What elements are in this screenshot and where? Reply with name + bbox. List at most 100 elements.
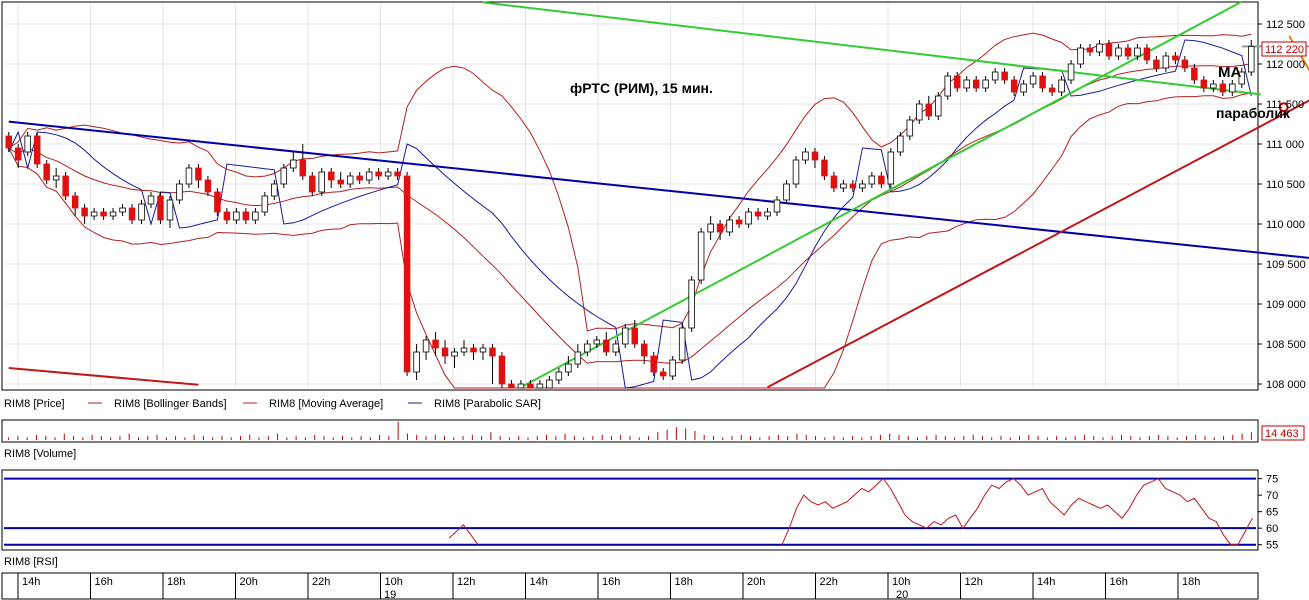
candle-down bbox=[735, 219, 743, 225]
rsi-ytick-label: 55 bbox=[1266, 540, 1278, 552]
time-tick-label: 20h bbox=[747, 576, 765, 588]
candle-up bbox=[1229, 83, 1236, 93]
price-ytick-label: 112 000 bbox=[1266, 59, 1305, 71]
time-tick-label: 14h bbox=[1037, 576, 1055, 588]
time-tick-label: 18h bbox=[1182, 576, 1200, 588]
candle-down bbox=[62, 175, 69, 197]
price-ytick-label: 109 000 bbox=[1266, 299, 1306, 311]
parabolic-label: параболик bbox=[1216, 105, 1291, 121]
candle-up bbox=[726, 219, 733, 233]
candle-up bbox=[669, 359, 676, 377]
rsi-series bbox=[448, 477, 1253, 546]
candle-up bbox=[271, 183, 278, 197]
candle-up bbox=[707, 223, 714, 233]
rsi-ytick-label: 75 bbox=[1266, 474, 1278, 486]
price-indicator-lines bbox=[8, 0, 1309, 389]
candle-up bbox=[1020, 83, 1027, 93]
candle-up bbox=[764, 211, 771, 217]
candle-down bbox=[1105, 43, 1113, 57]
candle-up bbox=[887, 151, 895, 185]
candle-up bbox=[1162, 55, 1170, 69]
candle-up bbox=[859, 183, 866, 189]
time-tick-label: 20h bbox=[240, 576, 258, 588]
candle-up bbox=[318, 171, 325, 193]
candle-up bbox=[1134, 47, 1141, 57]
candle-down bbox=[43, 163, 50, 181]
last-volume-text: 14 463 bbox=[1265, 428, 1299, 440]
time-axis: 14h 16h 18h 20h 22h 10h 12h 14h 16h 18h 20h 22h 10h 1… bbox=[1, 572, 1259, 600]
candle-down bbox=[223, 211, 231, 221]
rsi-panel-frame bbox=[1, 469, 1259, 551]
price-panel-frame bbox=[1, 1, 1259, 391]
candle-down bbox=[1010, 79, 1018, 93]
candle-up bbox=[479, 347, 487, 353]
candle-up bbox=[906, 119, 914, 137]
trendline-blue bbox=[8, 120, 1309, 259]
candle-up bbox=[52, 175, 60, 181]
candle-up bbox=[24, 135, 31, 153]
candle-down bbox=[71, 195, 79, 209]
candle-up bbox=[1067, 63, 1075, 81]
time-tick-label: 14h bbox=[530, 576, 548, 588]
rsi-grid bbox=[4, 477, 1256, 546]
candle-down bbox=[972, 79, 980, 89]
candle-down bbox=[1086, 47, 1094, 53]
parabolic-marker bbox=[1278, 102, 1289, 113]
candle-down bbox=[1124, 47, 1132, 57]
candle-down bbox=[498, 355, 506, 385]
candle-down bbox=[640, 343, 648, 357]
candle-down bbox=[214, 191, 221, 213]
candle-up bbox=[792, 159, 800, 185]
candle-up bbox=[1238, 71, 1246, 85]
candle-up bbox=[384, 171, 392, 177]
candle-up bbox=[185, 167, 193, 185]
candle-down bbox=[242, 211, 250, 221]
time-tick-label: 10h bbox=[385, 576, 403, 588]
candle-up bbox=[460, 347, 468, 353]
candle-up bbox=[1096, 43, 1103, 53]
candle-down bbox=[1039, 75, 1046, 89]
candle-up bbox=[119, 207, 126, 213]
last-volume-badge: 14 463 bbox=[1261, 425, 1305, 441]
candle-up bbox=[536, 383, 544, 389]
trendline-red-lower bbox=[8, 367, 199, 386]
rsi-panel: 55 60 65 70 75 RIM8 [RSI] bbox=[1, 469, 1278, 568]
candle-up bbox=[546, 379, 553, 389]
candle-down bbox=[128, 207, 136, 221]
rsi-ytick-label: 70 bbox=[1266, 490, 1278, 502]
price-ytick-label: 108 500 bbox=[1266, 339, 1306, 351]
ma-label: МА bbox=[1218, 64, 1241, 81]
candle-down bbox=[1048, 87, 1056, 93]
candle-up bbox=[1058, 79, 1065, 93]
candle-up bbox=[1210, 83, 1217, 89]
rsi-legend: RIM8 [RSI] bbox=[4, 556, 58, 568]
candle-up bbox=[261, 195, 269, 213]
candle-up bbox=[176, 183, 183, 201]
candle-up bbox=[773, 199, 781, 213]
candle-up bbox=[897, 135, 904, 153]
candle-down bbox=[375, 171, 382, 177]
day-label: 20 bbox=[896, 589, 908, 600]
candle-up bbox=[745, 211, 752, 225]
candle-down bbox=[327, 171, 335, 181]
time-tick-label: 12h bbox=[965, 576, 983, 588]
time-tick-label: 16h bbox=[1110, 576, 1128, 588]
candle-up bbox=[593, 339, 601, 345]
price-legend: RIM8 [Price] RIM8 [Bollinger Bands] RIM8 [… bbox=[4, 398, 541, 410]
candle-down bbox=[1001, 71, 1008, 81]
candle-down bbox=[394, 171, 401, 177]
rsi-y-axis: 55 60 65 70 75 bbox=[1258, 474, 1278, 552]
candle-up bbox=[1077, 47, 1084, 65]
chart-title: фРТС (РИМ), 15 мин. bbox=[570, 80, 713, 96]
candle-down bbox=[470, 347, 477, 353]
day-label: 19 bbox=[384, 589, 396, 600]
candle-down bbox=[1200, 79, 1208, 89]
legend-entry: RIM8 [Moving Average] bbox=[269, 398, 383, 410]
price-candles bbox=[5, 40, 1255, 389]
candle-up bbox=[166, 199, 174, 221]
bollinger-upper-line bbox=[8, 32, 1252, 332]
candle-up bbox=[840, 183, 847, 189]
candle-down bbox=[432, 339, 439, 349]
trendline-red-support bbox=[767, 99, 1309, 389]
